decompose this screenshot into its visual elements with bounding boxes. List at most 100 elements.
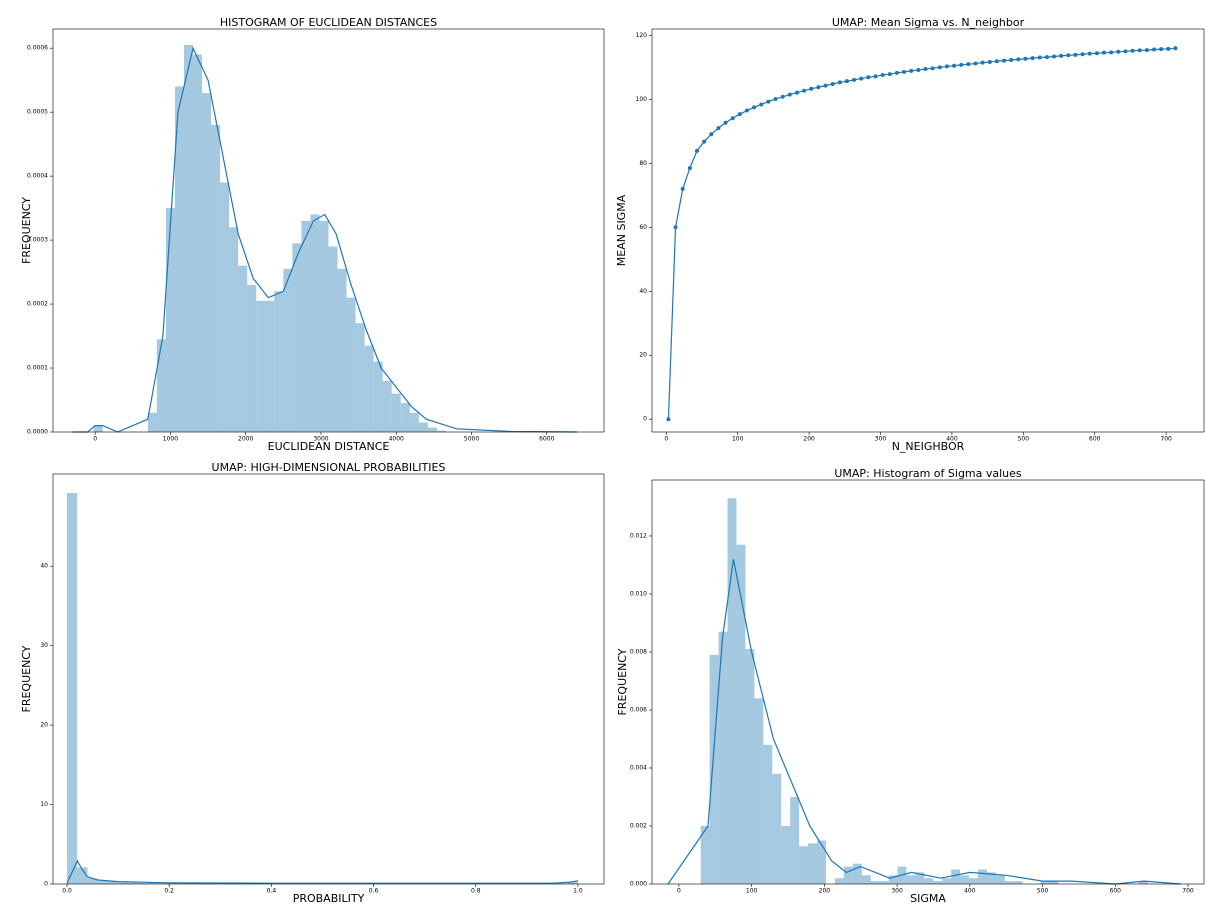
y-tick-label: 100	[636, 96, 648, 103]
histogram-bar	[1139, 881, 1148, 884]
x-tick-label: 100	[732, 436, 744, 443]
histogram-bar	[727, 498, 737, 884]
point	[1044, 55, 1049, 60]
point	[923, 66, 928, 71]
x-tick-label: 0	[677, 888, 681, 895]
y-tick-label: 0.006	[630, 706, 647, 713]
axes-frame	[52, 28, 605, 433]
histogram-bar	[66, 493, 78, 884]
histogram-bar	[247, 284, 257, 432]
histogram-bar	[283, 268, 293, 432]
histogram-bar	[211, 124, 221, 432]
histogram-bar	[169, 883, 180, 884]
histogram-bar	[418, 422, 428, 432]
histogram-bar	[158, 883, 170, 884]
x-tick-label: 200	[819, 888, 831, 895]
point	[844, 79, 849, 84]
x-tick-label: 3000	[313, 436, 328, 443]
point	[816, 85, 821, 90]
histogram-bar	[924, 878, 934, 884]
y-tick-label: 120	[636, 32, 648, 39]
histogram-bar	[77, 867, 88, 884]
histogram-bar	[319, 220, 329, 432]
point	[802, 88, 807, 93]
point	[723, 120, 728, 125]
histogram-bar	[567, 881, 578, 884]
histogram-bar	[995, 875, 1005, 884]
point	[666, 417, 671, 422]
point	[937, 65, 942, 70]
histogram-bar	[942, 878, 952, 884]
histogram-bar	[97, 880, 108, 884]
histogram-bar	[238, 265, 248, 432]
point	[959, 62, 964, 67]
point	[1094, 51, 1099, 56]
histogram-bar	[183, 44, 194, 432]
x-tick-label: 0.0	[62, 888, 72, 895]
histogram-bar	[138, 882, 149, 884]
point	[909, 68, 914, 73]
chart-title: UMAP: Mean Sigma vs. N_neighbor	[832, 16, 1025, 29]
histogram-bar	[754, 698, 764, 884]
histogram-bar	[265, 300, 275, 432]
histogram-bar	[199, 883, 211, 884]
x-tick-label: 0.4	[267, 888, 277, 895]
point	[902, 69, 907, 74]
y-tick-label: 0	[44, 881, 48, 888]
point	[1016, 57, 1021, 62]
point	[752, 105, 757, 110]
x-tick-label: 400	[946, 436, 958, 443]
histogram-bar	[1049, 881, 1059, 884]
x-axis-label: SIGMA	[910, 892, 946, 905]
y-tick-label: 0	[643, 416, 647, 423]
y-tick-label: 40	[40, 563, 48, 570]
histogram-bar	[355, 323, 365, 432]
y-tick-label: 0.0002	[27, 301, 48, 308]
histogram-bar	[427, 427, 437, 432]
histogram-bar	[373, 361, 383, 432]
x-tick-label: 700	[1160, 436, 1172, 443]
y-tick-label: 0.012	[630, 532, 647, 539]
histogram-bar	[147, 412, 157, 432]
kde-line	[667, 559, 1181, 885]
point	[887, 72, 892, 77]
histogram-bar	[718, 631, 728, 884]
y-tick-label: 0.0005	[27, 109, 48, 116]
x-tick-label: 600	[1110, 888, 1122, 895]
histogram-bar	[808, 843, 818, 884]
point	[744, 108, 749, 113]
histogram-bar	[292, 243, 302, 432]
x-axis-label: PROBABILITY	[293, 892, 365, 905]
histogram-bar	[310, 214, 320, 432]
point	[859, 76, 864, 81]
y-tick-label: 0.0001	[27, 365, 48, 372]
y-tick-label: 0.002	[630, 822, 647, 829]
point	[1073, 52, 1078, 57]
point	[1023, 56, 1028, 61]
point	[1052, 54, 1057, 59]
histogram-bar	[274, 291, 284, 432]
y-tick-label: 10	[40, 801, 48, 808]
histogram-bar	[951, 869, 961, 884]
point	[737, 112, 742, 117]
histogram-bar	[148, 882, 159, 884]
axes-frame	[651, 479, 1205, 885]
point	[1059, 53, 1064, 58]
axes-frame	[52, 473, 605, 885]
x-tick-label: 0.2	[164, 888, 174, 895]
x-tick-label: 1000	[163, 436, 178, 443]
histogram-bar	[986, 872, 996, 884]
y-tick-label: 0.004	[630, 764, 647, 771]
point	[766, 99, 771, 104]
point	[837, 80, 842, 85]
point	[1009, 58, 1014, 63]
y-tick-label: 0.010	[630, 590, 647, 597]
point	[894, 70, 899, 75]
point	[823, 83, 828, 88]
y-tick-label: 30	[40, 642, 48, 649]
y-tick-label: 20	[639, 352, 647, 359]
histogram-bar	[346, 297, 356, 432]
point	[694, 148, 699, 153]
point	[730, 116, 735, 121]
axes-frame	[651, 28, 1205, 433]
